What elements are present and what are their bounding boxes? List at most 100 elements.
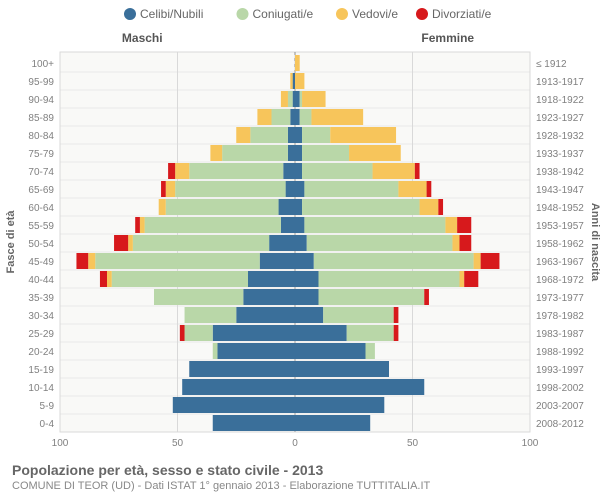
svg-text:100+: 100+ (31, 59, 54, 70)
bar-male-married (112, 271, 248, 287)
bar-male-single (248, 271, 295, 287)
bar-female-single (295, 199, 302, 215)
bar-male-divorced (100, 271, 107, 287)
bar-male-married (154, 289, 243, 305)
bar-male-single (182, 379, 295, 395)
svg-text:1918-1922: 1918-1922 (536, 95, 584, 106)
svg-text:1968-1972: 1968-1972 (536, 275, 584, 286)
svg-text:Celibi/Nubili: Celibi/Nubili (140, 7, 203, 21)
svg-text:1963-1967: 1963-1967 (536, 257, 584, 268)
svg-text:50: 50 (172, 438, 184, 449)
bar-male-widowed (175, 163, 189, 179)
svg-text:≤ 1912: ≤ 1912 (536, 59, 567, 70)
svg-text:70-74: 70-74 (28, 167, 54, 178)
svg-text:1993-1997: 1993-1997 (536, 365, 584, 376)
bar-female-married (307, 235, 453, 251)
svg-text:1948-1952: 1948-1952 (536, 203, 584, 214)
bar-female-single (295, 145, 302, 161)
bar-male-single (279, 199, 295, 215)
bar-female-divorced (394, 325, 399, 341)
bar-male-single (293, 91, 295, 107)
bar-male-single (173, 397, 295, 413)
bar-female-widowed (445, 217, 457, 233)
bar-female-single (295, 235, 307, 251)
bar-male-married (250, 127, 288, 143)
bar-female-married (323, 307, 394, 323)
bar-male-widowed (257, 109, 271, 125)
bar-female-married (304, 181, 398, 197)
svg-text:35-39: 35-39 (28, 293, 54, 304)
bar-male-single (286, 181, 295, 197)
bar-female-single (295, 361, 389, 377)
svg-text:100: 100 (522, 438, 539, 449)
bar-female-single (295, 271, 319, 287)
bar-male-widowed (236, 127, 250, 143)
bar-female-married (366, 343, 375, 359)
bar-male-married (189, 163, 283, 179)
bar-male-married (166, 199, 279, 215)
svg-text:1928-1932: 1928-1932 (536, 131, 584, 142)
svg-text:Anni di nascita: Anni di nascita (589, 203, 600, 282)
bar-male-divorced (135, 217, 140, 233)
bar-male-divorced (180, 325, 185, 341)
bar-female-widowed (420, 199, 439, 215)
bar-male-married (185, 307, 237, 323)
svg-text:1973-1977: 1973-1977 (536, 293, 584, 304)
bar-male-single (260, 253, 295, 269)
bar-male-married (222, 145, 288, 161)
population-pyramid: Celibi/NubiliConiugati/eVedovi/eDivorzia… (0, 0, 600, 455)
bar-male-widowed (128, 235, 133, 251)
bar-female-married (302, 199, 420, 215)
svg-text:75-79: 75-79 (28, 149, 54, 160)
bar-male-widowed (166, 181, 175, 197)
chart-footer: Popolazione per età, sesso e stato civil… (12, 462, 588, 492)
bar-male-widowed (140, 217, 145, 233)
bar-male-divorced (114, 235, 128, 251)
bar-male-single (189, 361, 295, 377)
bar-female-divorced (464, 271, 478, 287)
bar-male-single (281, 217, 295, 233)
bar-female-single (295, 289, 319, 305)
svg-text:1953-1957: 1953-1957 (536, 221, 584, 232)
svg-text:1943-1947: 1943-1947 (536, 185, 584, 196)
bar-male-single (213, 325, 295, 341)
bar-male-divorced (168, 163, 175, 179)
bar-female-divorced (481, 253, 500, 269)
bar-male-single (217, 343, 295, 359)
svg-text:1938-1942: 1938-1942 (536, 167, 584, 178)
svg-text:2008-2012: 2008-2012 (536, 419, 584, 430)
svg-text:55-59: 55-59 (28, 221, 54, 232)
bar-male-single (288, 127, 295, 143)
bar-female-widowed (460, 271, 465, 287)
footer-source: COMUNE DI TEOR (UD) - Dati ISTAT 1° genn… (12, 480, 588, 492)
bar-female-single (295, 91, 300, 107)
bar-female-single (295, 181, 304, 197)
svg-text:1978-1982: 1978-1982 (536, 311, 584, 322)
bar-male-married (185, 325, 213, 341)
bar-female-married (302, 127, 330, 143)
bar-female-single (295, 307, 323, 323)
bar-female-single (295, 217, 304, 233)
bar-female-widowed (398, 181, 426, 197)
svg-text:1958-1962: 1958-1962 (536, 239, 584, 250)
svg-text:0-4: 0-4 (40, 419, 55, 430)
bar-male-widowed (159, 199, 166, 215)
svg-text:30-34: 30-34 (28, 311, 54, 322)
bar-female-widowed (474, 253, 481, 269)
bar-male-married (272, 109, 291, 125)
svg-text:1998-2002: 1998-2002 (536, 383, 584, 394)
bar-female-married (300, 109, 312, 125)
bar-female-single (295, 163, 302, 179)
svg-text:95-99: 95-99 (28, 77, 54, 88)
svg-text:50: 50 (407, 438, 419, 449)
bar-female-divorced (424, 289, 429, 305)
bar-male-widowed (290, 73, 292, 89)
svg-text:25-29: 25-29 (28, 329, 54, 340)
svg-text:1933-1937: 1933-1937 (536, 149, 584, 160)
svg-text:65-69: 65-69 (28, 185, 54, 196)
bar-male-widowed (88, 253, 95, 269)
bar-male-divorced (76, 253, 88, 269)
footer-title: Popolazione per età, sesso e stato civil… (12, 462, 588, 478)
bar-female-single (295, 127, 302, 143)
svg-text:100: 100 (52, 438, 69, 449)
